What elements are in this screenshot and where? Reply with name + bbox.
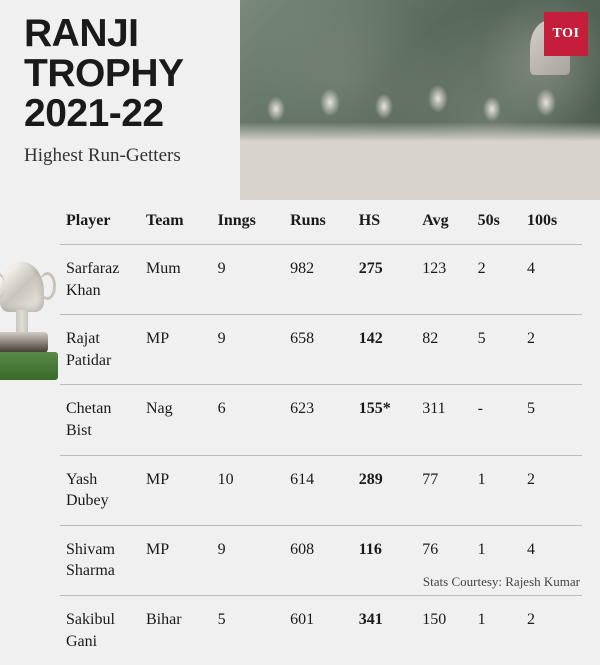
cell-50s: 5 — [472, 315, 521, 385]
cell-team: MP — [140, 315, 212, 385]
cell-player: ShivamSharma — [60, 525, 140, 595]
col-avg: Avg — [416, 212, 471, 245]
table-row: SarfarazKhanMum998227512324 — [60, 245, 582, 315]
cell-team: MP — [140, 455, 212, 525]
trophy-pedestal-icon — [0, 352, 58, 380]
cell-hs: 341 — [353, 595, 416, 665]
cell-100s: 2 — [521, 315, 582, 385]
cell-player: RajatPatidar — [60, 315, 140, 385]
table-row: SakibulGaniBihar560134115012 — [60, 595, 582, 665]
col-team: Team — [140, 212, 212, 245]
header: RANJI TROPHY 2021-22 Highest Run-Getters — [24, 14, 184, 167]
col-50s: 50s — [472, 212, 521, 245]
cell-runs: 614 — [284, 455, 353, 525]
cell-player: SarfarazKhan — [60, 245, 140, 315]
cell-100s: 2 — [521, 455, 582, 525]
cell-inngs: 9 — [212, 245, 285, 315]
cell-50s: - — [472, 385, 521, 455]
col-runs: Runs — [284, 212, 353, 245]
cell-inngs: 5 — [212, 595, 285, 665]
cell-inngs: 6 — [212, 385, 285, 455]
cell-team: Bihar — [140, 595, 212, 665]
col-hs: HS — [353, 212, 416, 245]
cell-player: YashDubey — [60, 455, 140, 525]
trophy-stem-icon — [16, 310, 28, 334]
cell-runs: 601 — [284, 595, 353, 665]
cell-100s: 4 — [521, 525, 582, 595]
cell-player: SakibulGani — [60, 595, 140, 665]
cell-hs: 289 — [353, 455, 416, 525]
cell-runs: 623 — [284, 385, 353, 455]
title-line-3: 2021-22 — [24, 94, 184, 134]
cell-50s: 1 — [472, 455, 521, 525]
badge-text: TOI — [553, 26, 580, 42]
cell-hs: 116 — [353, 525, 416, 595]
cell-avg: 311 — [416, 385, 471, 455]
cell-50s: 2 — [472, 245, 521, 315]
cell-inngs: 9 — [212, 525, 285, 595]
col-inngs: Inngs — [212, 212, 285, 245]
table-row: ChetanBistNag6623155*311-5 — [60, 385, 582, 455]
cell-hs: 275 — [353, 245, 416, 315]
cell-100s: 5 — [521, 385, 582, 455]
cell-player: ChetanBist — [60, 385, 140, 455]
cell-100s: 4 — [521, 245, 582, 315]
trophy-illustration — [0, 262, 62, 382]
cell-team: Nag — [140, 385, 212, 455]
stats-table: Player Team Inngs Runs HS Avg 50s 100s S… — [60, 212, 582, 665]
cell-avg: 77 — [416, 455, 471, 525]
cell-inngs: 9 — [212, 315, 285, 385]
col-player: Player — [60, 212, 140, 245]
title-line-2: TROPHY — [24, 54, 184, 94]
table-header-row: Player Team Inngs Runs HS Avg 50s 100s — [60, 212, 582, 245]
cell-50s: 1 — [472, 595, 521, 665]
table-row: YashDubeyMP106142897712 — [60, 455, 582, 525]
cell-team: MP — [140, 525, 212, 595]
table-row: RajatPatidarMP96581428252 — [60, 315, 582, 385]
cell-avg: 76 — [416, 525, 471, 595]
subtitle: Highest Run-Getters — [24, 145, 184, 167]
cell-hs: 142 — [353, 315, 416, 385]
cell-inngs: 10 — [212, 455, 285, 525]
team-photo-placeholder — [240, 70, 600, 200]
toi-badge: TOI — [544, 12, 588, 56]
cell-hs: 155* — [353, 385, 416, 455]
col-100s: 100s — [521, 212, 582, 245]
cell-runs: 982 — [284, 245, 353, 315]
stats-table-container: Player Team Inngs Runs HS Avg 50s 100s S… — [60, 212, 582, 665]
trophy-base-icon — [0, 332, 48, 354]
cell-100s: 2 — [521, 595, 582, 665]
cell-avg: 150 — [416, 595, 471, 665]
cell-avg: 82 — [416, 315, 471, 385]
cell-runs: 658 — [284, 315, 353, 385]
table-body: SarfarazKhanMum998227512324RajatPatidarM… — [60, 245, 582, 665]
cell-50s: 1 — [472, 525, 521, 595]
title-line-1: RANJI — [24, 14, 184, 54]
cell-runs: 608 — [284, 525, 353, 595]
table-row: ShivamSharmaMP96081167614 — [60, 525, 582, 595]
cell-avg: 123 — [416, 245, 471, 315]
cell-team: Mum — [140, 245, 212, 315]
trophy-cup-icon — [0, 262, 44, 312]
